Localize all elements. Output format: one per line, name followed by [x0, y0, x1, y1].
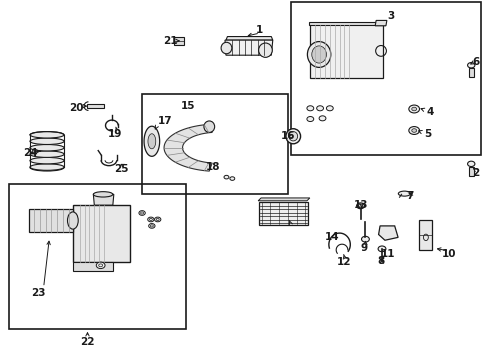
Ellipse shape — [154, 217, 161, 222]
Ellipse shape — [30, 138, 64, 144]
Ellipse shape — [467, 161, 474, 167]
Polygon shape — [73, 205, 130, 262]
Ellipse shape — [377, 246, 385, 252]
Text: 8: 8 — [377, 256, 384, 266]
Text: 2: 2 — [471, 168, 479, 178]
Text: 3: 3 — [386, 11, 394, 21]
Polygon shape — [224, 40, 272, 55]
Ellipse shape — [96, 262, 105, 269]
Ellipse shape — [288, 132, 297, 141]
Ellipse shape — [307, 41, 330, 67]
Ellipse shape — [148, 224, 155, 228]
Text: 11: 11 — [380, 248, 395, 258]
Ellipse shape — [30, 144, 64, 151]
Ellipse shape — [306, 106, 313, 111]
Bar — [142, 94, 288, 194]
Polygon shape — [87, 104, 104, 108]
Ellipse shape — [411, 107, 416, 111]
Polygon shape — [418, 220, 431, 250]
Ellipse shape — [361, 236, 368, 242]
Text: 21: 21 — [163, 36, 177, 46]
Text: 12: 12 — [337, 257, 351, 267]
Ellipse shape — [311, 46, 326, 63]
Ellipse shape — [139, 211, 145, 215]
Ellipse shape — [356, 203, 364, 209]
Text: 9: 9 — [360, 243, 367, 253]
Text: 17: 17 — [158, 116, 172, 126]
Ellipse shape — [411, 129, 416, 132]
Ellipse shape — [398, 191, 410, 196]
Polygon shape — [308, 22, 384, 25]
Polygon shape — [29, 209, 73, 232]
Ellipse shape — [93, 192, 113, 197]
Ellipse shape — [467, 63, 474, 68]
Polygon shape — [468, 68, 473, 77]
Ellipse shape — [30, 151, 64, 157]
Text: 14: 14 — [325, 232, 339, 242]
Bar — [290, 3, 480, 155]
Polygon shape — [225, 37, 272, 40]
Text: 16: 16 — [281, 131, 295, 141]
Ellipse shape — [67, 212, 78, 229]
Ellipse shape — [408, 127, 419, 134]
Ellipse shape — [285, 129, 300, 144]
Polygon shape — [378, 226, 397, 240]
Text: 18: 18 — [205, 162, 220, 172]
Ellipse shape — [30, 164, 64, 170]
Ellipse shape — [408, 105, 419, 113]
Text: 15: 15 — [181, 102, 195, 112]
Text: 1: 1 — [255, 25, 262, 35]
Text: 19: 19 — [108, 129, 122, 139]
Ellipse shape — [224, 175, 228, 179]
Ellipse shape — [326, 106, 332, 111]
Ellipse shape — [258, 43, 272, 57]
Polygon shape — [93, 194, 114, 205]
Text: 10: 10 — [441, 248, 456, 258]
Polygon shape — [173, 37, 183, 45]
Ellipse shape — [229, 177, 234, 180]
Polygon shape — [468, 167, 473, 176]
Text: 4: 4 — [425, 107, 432, 117]
Polygon shape — [73, 262, 113, 271]
Text: 7: 7 — [406, 191, 413, 201]
Text: 22: 22 — [80, 337, 95, 347]
Ellipse shape — [203, 121, 214, 132]
Ellipse shape — [316, 106, 323, 111]
Text: 24: 24 — [23, 148, 38, 158]
Text: 20: 20 — [69, 103, 83, 113]
Ellipse shape — [30, 132, 64, 138]
Polygon shape — [259, 202, 307, 225]
Text: 23: 23 — [31, 288, 46, 298]
Polygon shape — [374, 21, 386, 26]
Polygon shape — [164, 124, 212, 171]
Polygon shape — [148, 134, 156, 149]
Ellipse shape — [306, 117, 313, 122]
Bar — [9, 184, 185, 329]
Text: 5: 5 — [423, 129, 430, 139]
Polygon shape — [258, 198, 309, 201]
Ellipse shape — [30, 157, 64, 164]
Ellipse shape — [319, 116, 325, 121]
Text: 25: 25 — [114, 164, 129, 174]
Polygon shape — [144, 126, 159, 156]
Polygon shape — [310, 24, 383, 78]
Ellipse shape — [221, 42, 231, 54]
Text: 13: 13 — [353, 200, 368, 210]
Ellipse shape — [147, 217, 154, 222]
Text: 6: 6 — [471, 57, 479, 67]
